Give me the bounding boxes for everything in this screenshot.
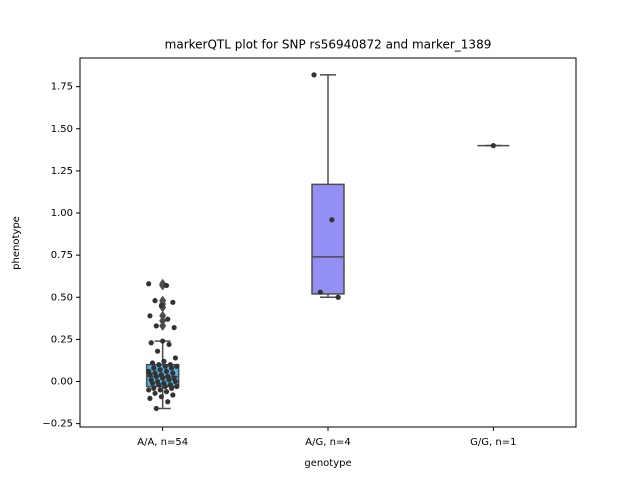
point [174, 383, 180, 390]
y-tick-label: 1.75 [51, 82, 73, 93]
point [172, 378, 178, 385]
point [162, 363, 168, 369]
y-tick-label: 1.50 [51, 124, 73, 135]
point [148, 340, 154, 346]
point [152, 390, 158, 396]
point [166, 341, 172, 348]
outlier [159, 315, 167, 326]
point [168, 385, 175, 391]
point [146, 281, 152, 287]
outlier [159, 310, 167, 321]
point [163, 368, 170, 374]
point [329, 217, 335, 223]
y-axis-label: phenotype [11, 216, 22, 270]
x-tick-label: A/A, n=54 [137, 437, 188, 448]
outlier [159, 280, 167, 291]
y-tick-label: 0.00 [51, 377, 73, 388]
x-tick-label: A/G, n=4 [305, 437, 350, 448]
point [147, 395, 153, 401]
point [157, 367, 163, 373]
point [147, 372, 153, 378]
point [152, 298, 158, 304]
point [335, 294, 341, 300]
point [158, 394, 164, 400]
point [170, 370, 176, 376]
y-tick-label: 1.00 [51, 208, 73, 219]
point [490, 143, 496, 149]
point [160, 375, 166, 381]
y-tick-label: 0.50 [51, 292, 73, 303]
point [317, 289, 323, 295]
point [165, 399, 171, 405]
chart-title: markerQTL plot for SNP rs56940872 and ma… [165, 38, 492, 52]
x-tick-label: G/G, n=1 [470, 437, 516, 448]
point [149, 360, 156, 366]
point [160, 338, 166, 344]
point [149, 380, 156, 386]
point [163, 389, 170, 395]
point [151, 385, 157, 391]
point [156, 382, 162, 388]
point [151, 365, 157, 371]
point [174, 363, 180, 369]
point [153, 405, 159, 412]
point [153, 323, 159, 329]
point [311, 72, 317, 78]
point [163, 282, 170, 289]
point [147, 313, 153, 319]
point [170, 392, 176, 398]
y-tick-label: 0.75 [51, 250, 73, 261]
point [157, 387, 163, 393]
point [161, 358, 167, 364]
y-tick-label: 0.25 [51, 334, 73, 345]
y-tick-label: 1.25 [51, 166, 73, 177]
x-axis-label: genotype [304, 458, 351, 469]
point [170, 299, 176, 305]
point [154, 348, 161, 354]
outlier [159, 320, 167, 331]
y-tick-label: −0.25 [42, 419, 73, 430]
box [311, 183, 345, 295]
point [172, 355, 178, 361]
point [166, 377, 172, 383]
point [156, 362, 162, 368]
point [162, 383, 168, 390]
point [153, 373, 159, 380]
point [158, 303, 164, 309]
point [146, 387, 152, 393]
point [171, 324, 177, 331]
point [168, 365, 175, 371]
point [165, 316, 171, 322]
